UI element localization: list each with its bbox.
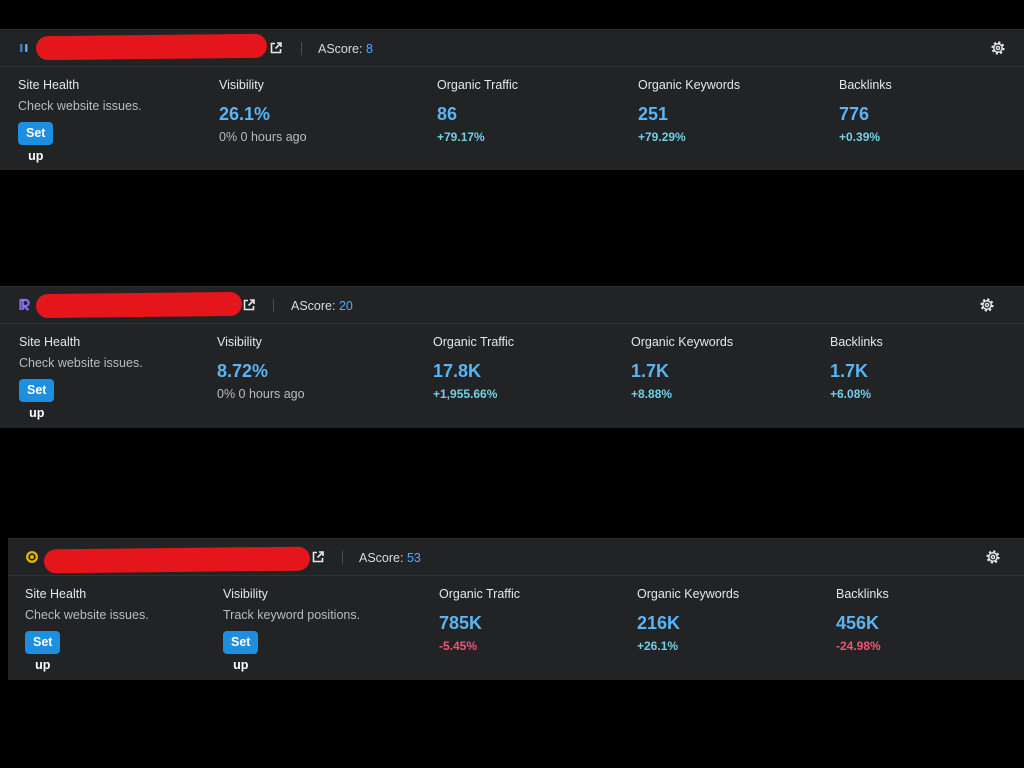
metric-change: +26.1% [637, 639, 679, 653]
round-logo-icon [26, 551, 38, 563]
redacted-domain [35, 33, 268, 61]
metric-value[interactable]: 216K [637, 613, 681, 633]
site-health-setup-button[interactable]: Set up [19, 379, 55, 420]
project-card-2: AScore: 20 Site Health Check website iss… [0, 286, 1024, 428]
ascore-label: AScore: [318, 42, 363, 56]
redacted-domain [43, 546, 311, 574]
metric-label: Backlinks [839, 78, 892, 92]
metric-value[interactable]: 785K [439, 613, 483, 633]
external-link-icon[interactable] [269, 41, 283, 55]
metric-label: Organic Keywords [638, 78, 741, 92]
metric-label: Site Health [25, 587, 87, 601]
ascore-value: 53 [406, 551, 421, 565]
redacted-domain [35, 291, 243, 319]
metric-value[interactable]: 86 [437, 104, 458, 124]
metric-note: 0% 0 hours ago [219, 130, 307, 144]
metric-change: +0.39% [839, 130, 881, 144]
bars-logo-icon [20, 44, 28, 52]
metric-value[interactable]: 26.1% [219, 104, 271, 124]
project-metrics: Site Health Check website issues. Set up… [8, 576, 1024, 680]
gear-icon[interactable] [979, 297, 995, 313]
metric-label: Backlinks [830, 335, 883, 349]
ascore: AScore: 8 [318, 42, 373, 56]
metric-description: Check website issues. [19, 356, 143, 370]
metric-description: Track keyword positions. [223, 608, 361, 622]
metric-description: Check website issues. [25, 608, 149, 622]
metric-label: Organic Traffic [433, 335, 515, 349]
metric-change: -5.45% [439, 639, 478, 653]
metric-value[interactable]: 251 [638, 104, 669, 124]
metric-label: Backlinks [836, 587, 889, 601]
metric-note: 0% 0 hours ago [217, 387, 305, 401]
project-header: AScore: 20 [0, 287, 1024, 324]
metric-change: +79.29% [638, 130, 686, 144]
header-divider [342, 551, 343, 564]
metric-label: Organic Keywords [637, 587, 740, 601]
ascore: AScore: 53 [359, 551, 421, 565]
metric-value[interactable]: 17.8K [433, 361, 482, 381]
metric-label: Organic Traffic [437, 78, 519, 92]
metric-description: Check website issues. [18, 99, 142, 113]
metric-label: Visibility [217, 335, 262, 349]
metric-change: -24.98% [836, 639, 881, 653]
metric-value[interactable]: 1.7K [830, 361, 869, 381]
metric-label: Visibility [219, 78, 264, 92]
header-divider [273, 299, 274, 312]
metric-label: Site Health [18, 78, 80, 92]
ascore-value: 8 [365, 42, 373, 56]
header-divider [301, 42, 302, 55]
metric-change: +8.88% [631, 387, 673, 401]
ascore: AScore: 20 [291, 299, 353, 313]
ascore-label: AScore: [359, 551, 404, 565]
external-link-icon[interactable] [242, 298, 256, 312]
project-card-1: AScore: 8 Site Health Check website issu… [0, 29, 1024, 170]
r-logo-icon [19, 298, 30, 311]
project-header: AScore: 53 [8, 539, 1024, 576]
metric-value[interactable]: 8.72% [217, 361, 269, 381]
metric-label: Site Health [19, 335, 81, 349]
metric-value[interactable]: 1.7K [631, 361, 670, 381]
ascore-value: 20 [338, 299, 353, 313]
external-link-icon[interactable] [311, 550, 325, 564]
project-card-3: AScore: 53 Site Health Check website iss… [8, 538, 1024, 680]
metric-label: Visibility [223, 587, 268, 601]
metric-change: +79.17% [437, 130, 485, 144]
metric-value[interactable]: 776 [839, 104, 870, 124]
metric-label: Organic Traffic [439, 587, 521, 601]
site-health-setup-button[interactable]: Set up [25, 631, 61, 672]
ascore-label: AScore: [291, 299, 336, 313]
project-metrics: Site Health Check website issues. Set up… [0, 67, 1024, 170]
project-metrics: Site Health Check website issues. Set up… [0, 324, 1024, 428]
visibility-setup-button[interactable]: Set up [223, 631, 259, 672]
metric-change: +1,955.66% [433, 387, 498, 401]
metric-value[interactable]: 456K [836, 613, 880, 633]
metric-label: Organic Keywords [631, 335, 734, 349]
project-header: AScore: 8 [0, 30, 1024, 67]
site-health-setup-button[interactable]: Set up [18, 122, 54, 163]
gear-icon[interactable] [985, 549, 1001, 565]
gear-icon[interactable] [990, 40, 1006, 56]
metric-change: +6.08% [830, 387, 872, 401]
